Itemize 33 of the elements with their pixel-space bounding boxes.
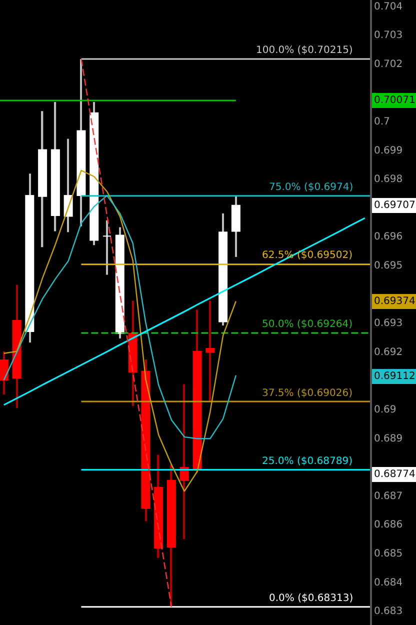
- y-tick-label: 0.687: [374, 490, 403, 502]
- annotation: 0.70071: [374, 95, 416, 106]
- annotation: 0.69707: [374, 200, 416, 211]
- ref-line-label: 75.0% ($0.6974): [269, 182, 354, 193]
- y-tick-label: 0.684: [374, 577, 403, 588]
- line-series: [3, 217, 366, 406]
- y-tick-label: 0.704: [374, 1, 403, 12]
- candlestick: [206, 300, 215, 401]
- y-tick-label: 0.689: [374, 433, 403, 444]
- candlestick: [102, 220, 112, 275]
- annotation: 0.69374: [374, 296, 416, 307]
- y-tick-label: 0.685: [374, 548, 403, 560]
- y-tick-label: 0.703: [374, 30, 403, 42]
- y-tick-label: 0.693: [374, 318, 403, 330]
- y-tick-label: 0.692: [374, 346, 403, 358]
- ref-line-label: 50.0% ($0.69264): [262, 319, 353, 330]
- ref-line-label: 100.0% ($0.70215): [256, 45, 353, 56]
- ref-line-label: 25.0% ($0.68789): [262, 456, 353, 467]
- y-tick-label: 0.686: [374, 520, 403, 531]
- y-tick-label: 0.698: [374, 174, 403, 186]
- y-tick-label: 0.699: [374, 145, 403, 156]
- y-tick-label: 0.69: [374, 404, 396, 416]
- y-tick-label: 0.7: [374, 116, 390, 128]
- ref-line-label: 0.0% ($0.68313): [269, 593, 354, 604]
- y-tick-label: 0.683: [374, 606, 403, 618]
- y-tick-label: 0.695: [374, 260, 403, 272]
- ref-line-label: 37.5% ($0.69026): [262, 388, 353, 399]
- y-tick-label: 0.702: [374, 58, 403, 70]
- line-series: [3, 170, 237, 492]
- annotation: 0.68774: [374, 469, 416, 480]
- annotation: 0.69112: [374, 371, 416, 382]
- y-tick-label: 0.696: [374, 232, 403, 243]
- line-series: [80, 58, 172, 608]
